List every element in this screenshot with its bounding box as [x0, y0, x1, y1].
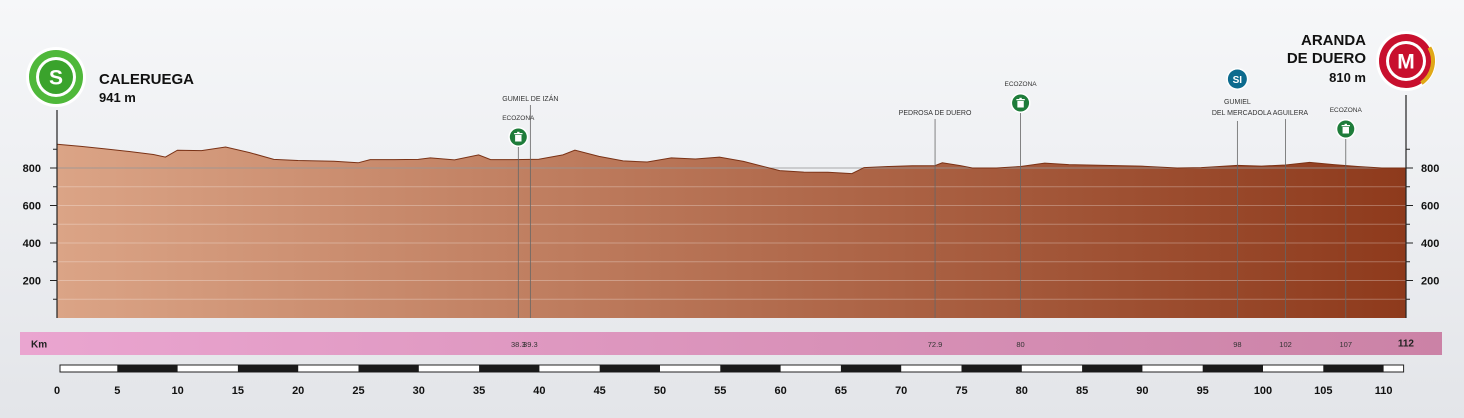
sprint-badge-letters: SI [1233, 75, 1243, 86]
scale-bar-segment [1202, 365, 1263, 372]
start-badge-letter: S [49, 67, 63, 90]
km-tick-label: 0 [54, 385, 60, 397]
km-tick-label: 95 [1197, 385, 1209, 397]
scale-bar-segment [1082, 365, 1143, 372]
ecozona-icon [508, 127, 529, 147]
y-tick-label-left: 600 [23, 201, 41, 213]
y-tick-label-left: 400 [23, 238, 41, 250]
ecozona-icon [1335, 119, 1356, 139]
km-tick-label: 15 [232, 385, 244, 397]
waypoint-label-line2: DEL MERCADO [1212, 110, 1264, 117]
waypoint-label: ECOZONA [502, 115, 535, 122]
waypoint-label: GUMIEL DE IZÁN [502, 94, 558, 103]
y-tick-label-left: 800 [23, 163, 41, 175]
ecozona-icon-lid [514, 133, 523, 135]
ecozona-icon-bin [1342, 127, 1349, 134]
y-tick-label-right: 600 [1421, 201, 1439, 213]
scale-bar-segment [1323, 365, 1384, 372]
km-tick-label: 75 [955, 385, 967, 397]
ecozona-icon-bin [1017, 101, 1024, 108]
scale-bar-segment [237, 365, 299, 372]
waypoint-km-label: 107 [1340, 340, 1353, 349]
waypoint-km-label: 38.3 [511, 340, 526, 349]
waypoint-km-label: 72.9 [928, 340, 943, 349]
finish-badge: M [1376, 31, 1436, 91]
km-tick-label: 20 [292, 385, 304, 397]
y-tick-label-right: 800 [1421, 163, 1439, 175]
scale-bar-segment [720, 365, 781, 372]
waypoint-label: ECOZONA [1330, 107, 1363, 114]
km-tick-label: 70 [895, 385, 907, 397]
waypoint-markers: ECOZONA GUMIEL DE IZÁN PEDROSA DE DUERO ECO… [502, 68, 1363, 318]
elevation-profile-area [57, 144, 1406, 318]
ecozona-icon-handle [517, 131, 520, 133]
waypoint-km-labels: 38.339.3 72.9 80 98 102 107 [511, 340, 1352, 349]
left-y-ticks: 200 400 600 800 [23, 148, 57, 300]
km-tick-label: 45 [594, 385, 606, 397]
waypoint-km-label: 102 [1279, 340, 1292, 349]
waypoint-km-label: 80 [1016, 340, 1024, 349]
start-badge: S [26, 47, 86, 107]
km-tick-label: 30 [413, 385, 425, 397]
ecozona-icon-handle [1344, 123, 1347, 125]
scale-bar-segment [599, 365, 660, 372]
elevation-gridlines [57, 167, 1406, 300]
km-tick-label: 55 [714, 385, 726, 397]
finish-badge-letter: M [1397, 51, 1415, 74]
ecozona-icon-lid [1016, 99, 1025, 101]
finish-town-name-line2: DE DUERO [1287, 50, 1367, 67]
km-tick-label: 105 [1314, 385, 1332, 397]
km-scale-bar [59, 364, 1405, 373]
ecozona-icon-bin [515, 135, 522, 142]
waypoint-km-label: 39.3 [523, 340, 538, 349]
waypoint-km-label: 98 [1233, 340, 1241, 349]
waypoint-label-line1: GUMIEL [1224, 99, 1251, 106]
scale-bar-segment [117, 365, 178, 372]
total-distance-label: 112 [1398, 339, 1415, 350]
waypoint-label: LA AGUILERA [1263, 110, 1308, 117]
waypoint-label: PEDROSA DE DUERO [899, 110, 972, 117]
elevation-profile-line [56, 143, 1406, 175]
ecozona-icon [1010, 93, 1031, 113]
scale-bar-segment [961, 365, 1022, 372]
ecozona-icon-lid [1341, 125, 1350, 127]
km-tick-label: 65 [835, 385, 847, 397]
right-y-ticks: 200 400 600 800 [1406, 148, 1439, 300]
km-unit-label: Km [31, 340, 47, 351]
km-tick-label: 50 [654, 385, 666, 397]
km-tick-label: 60 [774, 385, 786, 397]
km-tick-label: 10 [171, 385, 183, 397]
finish-altitude: 810 m [1329, 70, 1366, 85]
km-tick-label: 25 [352, 385, 364, 397]
y-tick-label-right: 200 [1421, 276, 1439, 288]
ecozona-icon-handle [1019, 97, 1022, 99]
y-tick-label-left: 200 [23, 276, 41, 288]
km-tick-label: 5 [114, 385, 120, 397]
y-tick-label-right: 400 [1421, 238, 1439, 250]
km-tick-label: 85 [1076, 385, 1088, 397]
start-town-name: CALERUEGA [99, 71, 194, 88]
km-tick-label: 110 [1375, 385, 1393, 397]
scale-bar-segment [479, 365, 540, 372]
km-band [20, 332, 1442, 355]
scale-bar-segment [358, 365, 419, 372]
sprint-badge [1227, 69, 1247, 89]
km-tick-label: 35 [473, 385, 485, 397]
km-tick-labels: 0 5 10 15 20 25 30 35 40 45 50 55 60 65 70 75 80 85 90 95 10… [54, 385, 1393, 397]
finish-town-name-line1: ARANDA [1301, 32, 1366, 49]
waypoint-label: ECOZONA [1004, 81, 1037, 88]
scale-bar-segment [840, 365, 902, 372]
km-tick-label: 90 [1136, 385, 1148, 397]
start-altitude: 941 m [99, 90, 136, 105]
km-tick-label: 80 [1016, 385, 1028, 397]
km-tick-label: 40 [533, 385, 545, 397]
km-tick-label: 100 [1254, 385, 1272, 397]
